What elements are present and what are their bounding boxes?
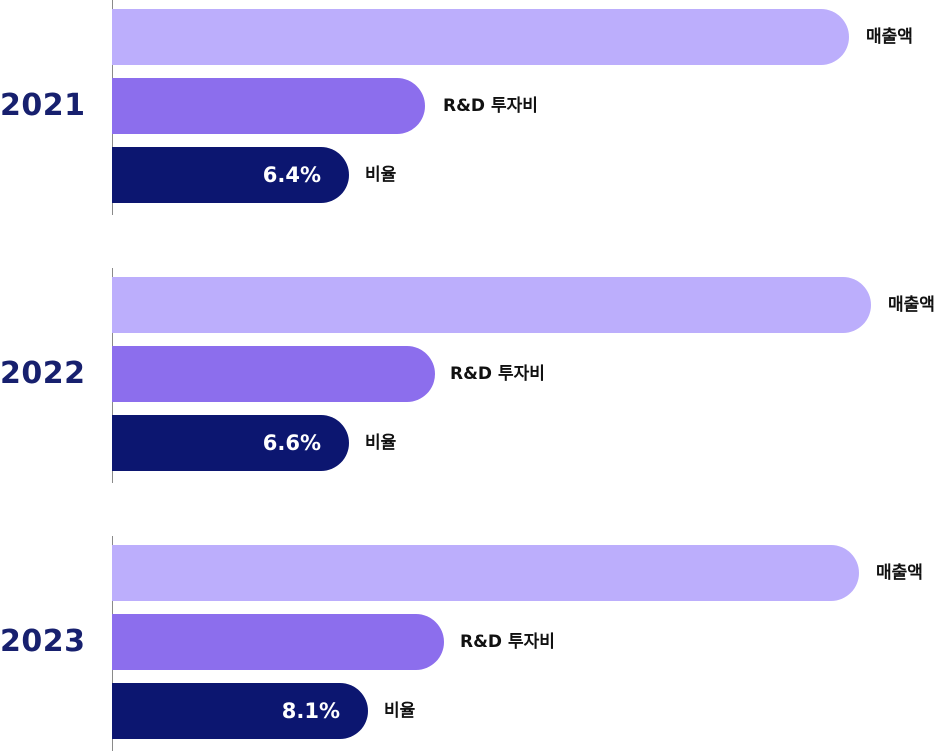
rnd-investment-bar bbox=[112, 346, 435, 402]
ratio-bar: 6.4% bbox=[112, 147, 349, 203]
revenue-label: 매출액 bbox=[866, 27, 913, 47]
ratio-label: 비율 bbox=[365, 433, 397, 453]
year-label: 2022 bbox=[0, 356, 86, 391]
ratio-label: 비율 bbox=[365, 165, 397, 185]
year-label: 2021 bbox=[0, 88, 86, 123]
ratio-label: 비율 bbox=[384, 701, 416, 721]
year-group-2021: 2021 매출액 R&D 투자비 6.4% 비율 bbox=[0, 0, 942, 215]
rnd-investment-label: R&D 투자비 bbox=[460, 632, 555, 652]
revenue-label: 매출액 bbox=[876, 563, 923, 583]
rnd-investment-bar bbox=[112, 78, 425, 134]
revenue-bar bbox=[112, 277, 871, 333]
year-label: 2023 bbox=[0, 624, 86, 659]
ratio-value-label: 6.4% bbox=[262, 163, 321, 187]
rnd-investment-label: R&D 투자비 bbox=[443, 96, 538, 116]
year-group-2023: 2023 매출액 R&D 투자비 8.1% 비율 bbox=[0, 536, 942, 751]
revenue-bar bbox=[112, 9, 849, 65]
ratio-value-label: 6.6% bbox=[262, 431, 321, 455]
ratio-bar: 6.6% bbox=[112, 415, 349, 471]
rnd-investment-bar bbox=[112, 614, 444, 670]
ratio-value-label: 8.1% bbox=[281, 699, 340, 723]
revenue-bar bbox=[112, 545, 859, 601]
year-group-2022: 2022 매출액 R&D 투자비 6.6% 비율 bbox=[0, 268, 942, 483]
rnd-investment-label: R&D 투자비 bbox=[450, 364, 545, 384]
ratio-bar: 8.1% bbox=[112, 683, 368, 739]
revenue-label: 매출액 bbox=[888, 295, 935, 315]
